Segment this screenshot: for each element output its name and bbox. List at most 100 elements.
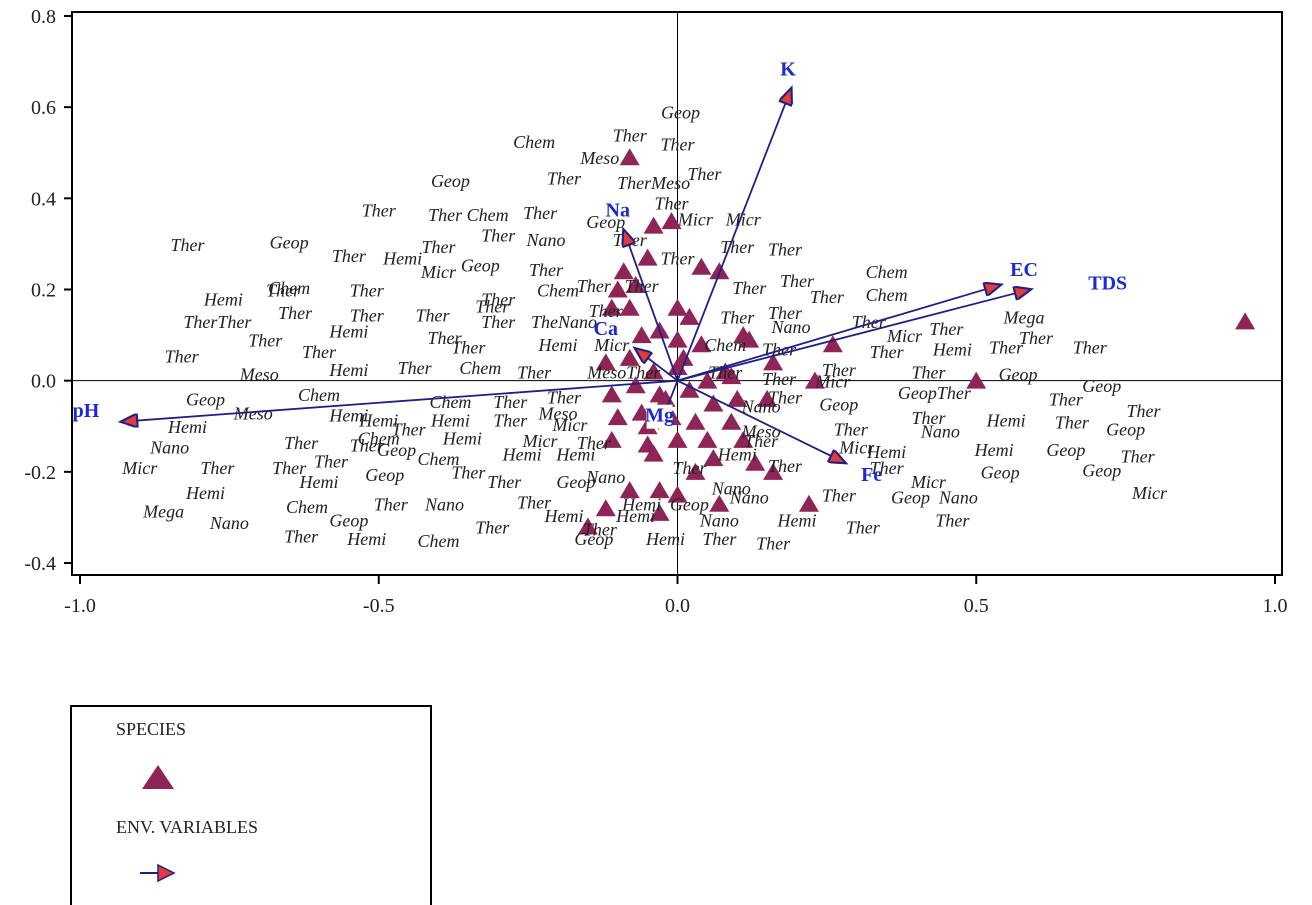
y-tick-label: 0.6 (31, 97, 56, 119)
species-label: Hemi (866, 442, 906, 462)
species-label: Ther (200, 458, 235, 478)
species-label: Ther (822, 360, 857, 380)
species-label: Ther (529, 260, 564, 280)
species-label: Ther (852, 312, 887, 332)
species-label: Hemi (502, 444, 542, 464)
env-label-ec: EC (1010, 259, 1038, 281)
species-label: Geop (329, 511, 368, 531)
species-label: Geop (431, 171, 470, 191)
species-point (798, 494, 819, 512)
x-tick-label: -1.0 (64, 595, 96, 617)
species-label: Ther (625, 276, 660, 296)
env-arrow-fe (677, 379, 845, 463)
species-label: Ther (350, 435, 385, 455)
species-point (649, 503, 670, 521)
species-label: Hemi (430, 410, 470, 430)
species-label: Ther (266, 280, 301, 300)
species-label: MesoTher (586, 362, 661, 382)
species-label: Geop (981, 463, 1020, 483)
species-label: Hemi (328, 406, 368, 426)
species-label: Ther (720, 237, 755, 257)
species-point (601, 298, 622, 316)
species-label: TherTher (183, 312, 252, 332)
species-label: Ther (272, 458, 307, 478)
species-label: Ther (332, 246, 367, 266)
species-label: Ther (284, 526, 319, 546)
species-point (619, 148, 640, 166)
species-point (733, 430, 754, 448)
species-point (637, 248, 658, 266)
species-label: Nano (729, 488, 769, 508)
y-tick-label: 0.4 (31, 188, 56, 210)
species-label: Geop (270, 232, 309, 252)
species-label: Geop (556, 472, 595, 492)
species-label: Ther (768, 239, 803, 259)
env-label-ph: pH (73, 400, 100, 422)
species-label: Ther (165, 346, 200, 366)
species-label: Hemi (615, 506, 655, 526)
species-label: Nano (585, 467, 625, 487)
species-label: Ther (935, 511, 970, 531)
species-label: Hemi (555, 444, 595, 464)
species-point (685, 462, 706, 480)
env-label-mg: Mg (645, 405, 674, 427)
species-label: TheNano (531, 312, 597, 332)
species-point (697, 371, 718, 389)
species-label: Ther (314, 451, 349, 471)
species-label: Ther (589, 301, 624, 321)
species-label: Hemi (203, 289, 243, 309)
species-point (601, 430, 622, 448)
species-label: Micr (121, 458, 158, 478)
species-label: Ther (1121, 447, 1156, 467)
species-label: Ther (493, 392, 528, 412)
species-label: Chem (418, 449, 460, 469)
species-label: Nano (920, 422, 960, 442)
species-label: Ther (822, 485, 857, 505)
species-label: Hemi (932, 340, 972, 360)
species-label: Micr (910, 472, 947, 492)
species-label: Hemi (974, 440, 1014, 460)
species-label: Geop (586, 212, 625, 232)
species-label: Ther (278, 303, 313, 323)
species-label: Hemi (167, 417, 207, 437)
species-label: Meso (239, 365, 279, 385)
species-label: Ther (1073, 337, 1108, 357)
species-label: Ther (392, 419, 427, 439)
species-label: Ther (687, 164, 722, 184)
species-label: Micr (1131, 483, 1168, 503)
species-point (631, 326, 652, 344)
species-label: Ther (171, 235, 206, 255)
species-point (649, 481, 670, 499)
species-label: Micr (814, 372, 851, 392)
species-label: Meso (579, 148, 619, 168)
env-label-ca: Ca (594, 318, 618, 340)
species-label: Ther (517, 492, 552, 512)
species-point (757, 389, 778, 407)
species-label: Ther (248, 330, 283, 350)
species-label: Chem (429, 392, 471, 412)
species-point (607, 408, 628, 426)
species-label: Micr (725, 210, 762, 230)
species-label: Mega (1003, 308, 1045, 328)
species-label: Ther (451, 337, 486, 357)
env-variable-labels: K Na EC TDS Ca pH Fe Mg (73, 58, 1128, 486)
species-point (822, 335, 843, 353)
species-label: Ther (768, 456, 803, 476)
species-label: Ther (870, 342, 905, 362)
species-point (703, 449, 724, 467)
species-label: Ther (362, 201, 397, 221)
species-label: Geop (1082, 460, 1121, 480)
species-point (625, 376, 646, 394)
species-label: Ther (911, 408, 946, 428)
legend-species-label: SPECIES (116, 719, 187, 739)
species-label: Ther (846, 517, 881, 537)
species-label: Meso (233, 403, 273, 423)
species-point (739, 330, 760, 348)
species-label: Ther (481, 289, 516, 309)
species-label: Ther (660, 248, 695, 268)
species-label: Geop (661, 103, 700, 123)
species-point (727, 389, 748, 407)
species-label: Chem (286, 497, 328, 517)
species-label: Nano (771, 317, 811, 337)
species-label: Ther (810, 287, 845, 307)
